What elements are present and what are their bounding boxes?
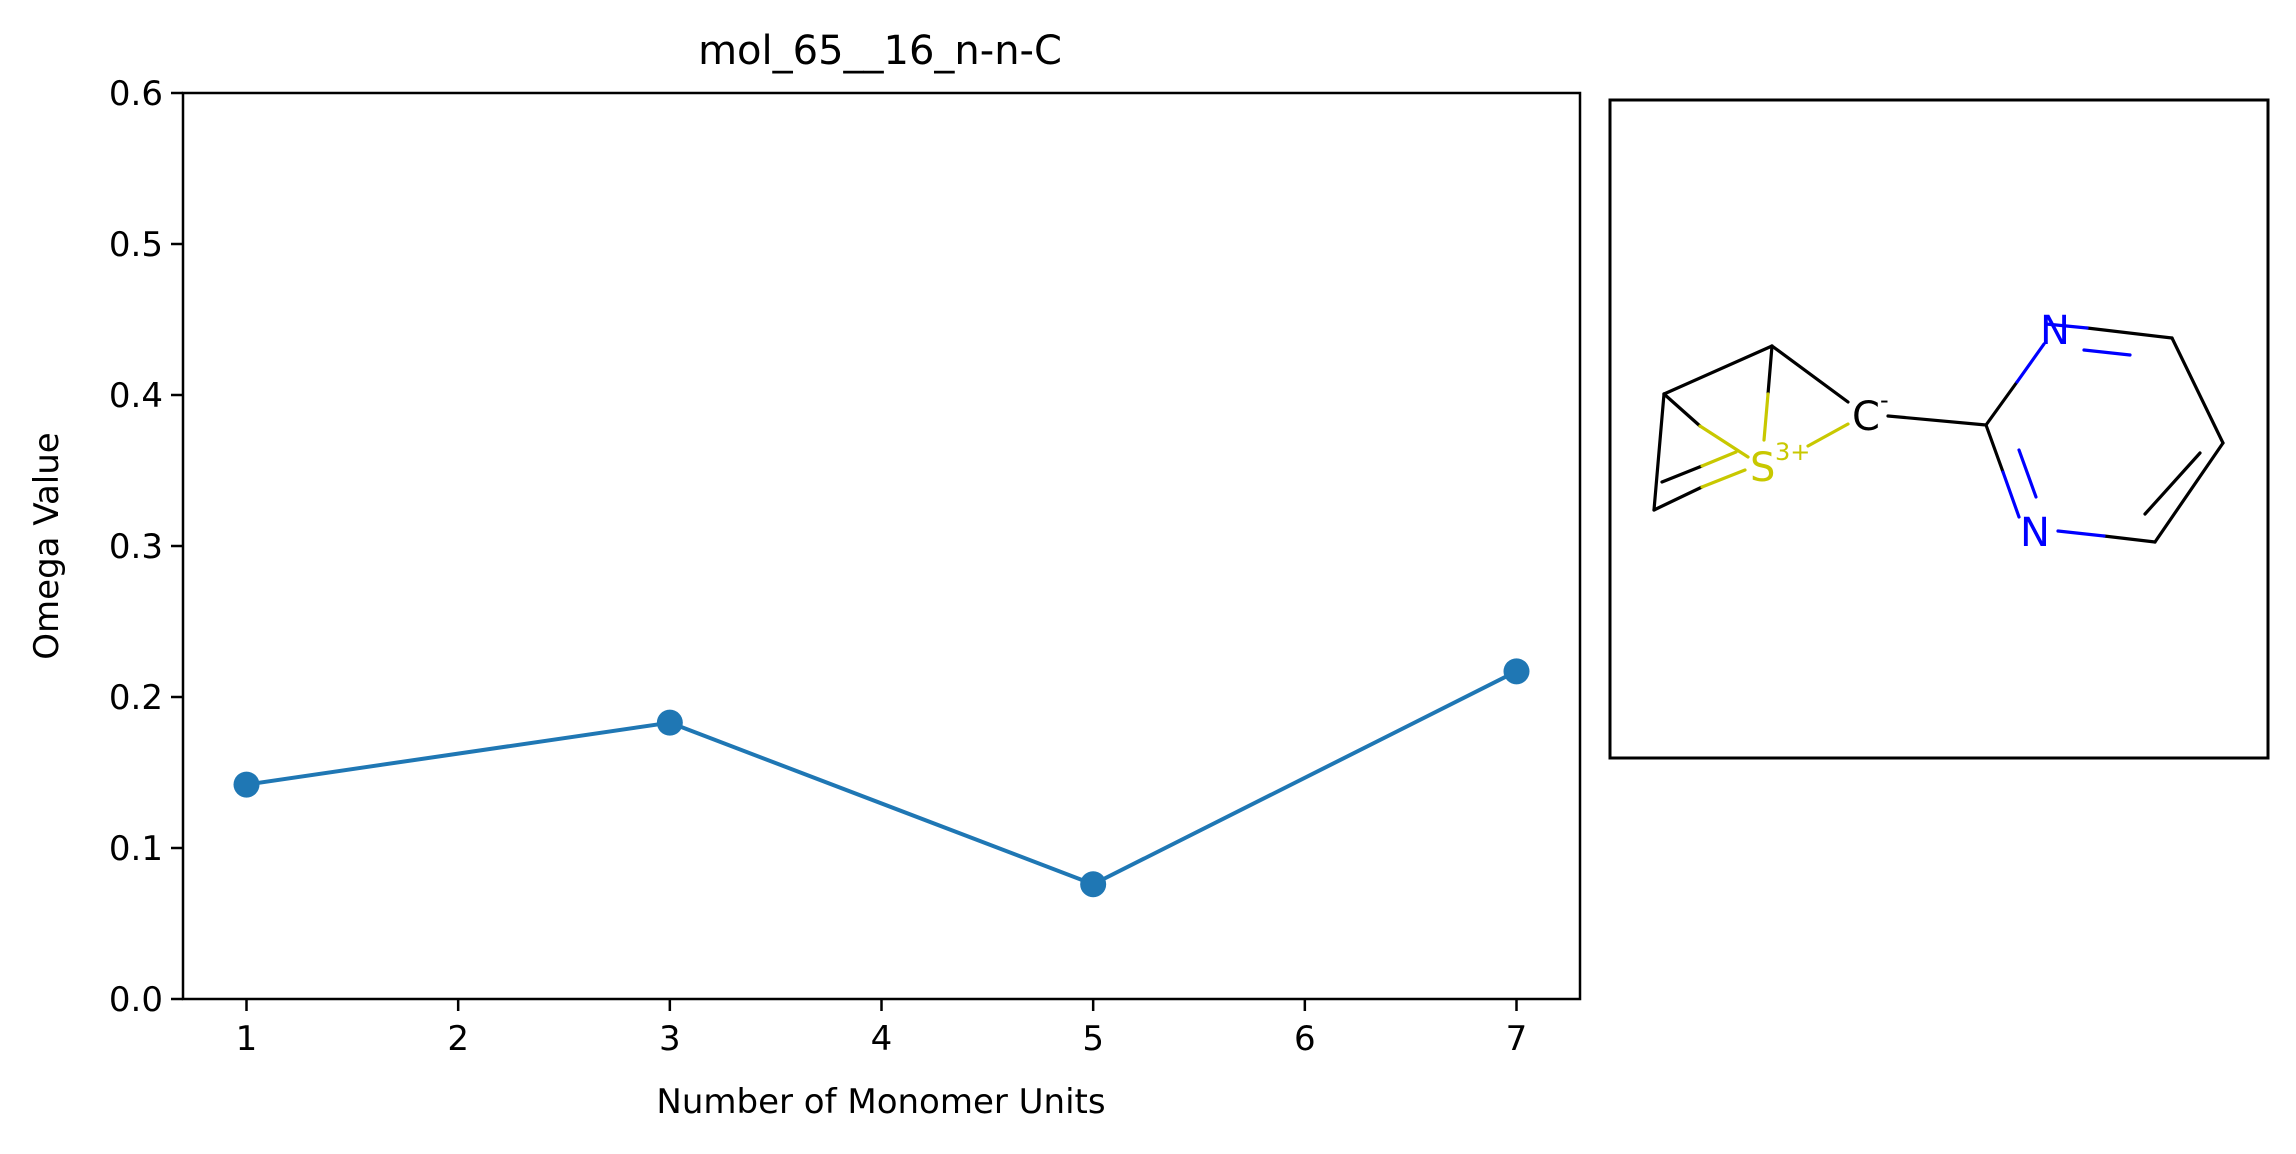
bond — [2044, 322, 2089, 330]
atom-nitrogen-bottom: N — [2020, 510, 2050, 556]
atom-carbanion-charge: - — [1880, 386, 1889, 414]
x-tick-label: 1 — [236, 1019, 258, 1059]
bond — [2085, 326, 2174, 340]
bond — [2017, 448, 2038, 499]
molecule-frame — [1608, 98, 2270, 760]
x-tick-label: 7 — [1506, 1019, 1528, 1059]
x-tick-label: 6 — [1294, 1019, 1316, 1059]
atom-sulfur-charge: 3+ — [1775, 438, 1810, 466]
y-axis-label: Omega Value — [27, 432, 67, 659]
series-layer — [233, 658, 1530, 898]
y-tick-label: 0.0 — [109, 980, 163, 1020]
x-axis-label: Number of Monomer Units — [656, 1082, 1105, 1122]
bond — [2056, 529, 2106, 538]
data-point — [1503, 658, 1530, 685]
bond — [1762, 392, 1770, 442]
series-line — [246, 669, 1518, 887]
bond — [1652, 485, 1704, 512]
nitrogen-bonds — [2001, 322, 2132, 538]
bond — [1698, 424, 1750, 459]
bond — [2001, 470, 2021, 519]
bond — [1806, 422, 1850, 448]
bond — [2015, 342, 2046, 384]
atom-nitrogen-top: N — [2040, 308, 2070, 354]
bond — [2153, 441, 2225, 544]
sulfur-bonds — [1698, 392, 1850, 489]
plot-frame — [181, 91, 1582, 1001]
bond — [1886, 414, 1988, 427]
x-tick-label: 4 — [871, 1019, 893, 1059]
data-point — [233, 771, 260, 798]
x-tick-label: 5 — [1082, 1019, 1104, 1059]
bond — [1766, 344, 1774, 396]
bond — [1700, 468, 1747, 489]
carbon-bonds — [1652, 326, 2225, 544]
atom-carbanion: C — [1852, 394, 1880, 440]
bond — [1652, 392, 1666, 512]
x-tick-label: 2 — [447, 1019, 469, 1059]
data-point — [1080, 871, 1107, 898]
atom-sulfur: S — [1750, 445, 1775, 491]
y-tick-label: 0.4 — [109, 376, 163, 416]
molecule-structure: S 3+ C - N N — [1608, 98, 2270, 760]
bond — [2170, 336, 2225, 445]
bond — [1700, 450, 1738, 468]
bond — [1984, 423, 2005, 474]
bond — [1984, 380, 2019, 427]
bond — [2143, 451, 2202, 516]
x-axis: 1 2 3 4 5 6 7 — [236, 999, 1528, 1059]
bond — [1660, 464, 1704, 484]
bond — [1662, 344, 1774, 396]
x-tick-label: 3 — [659, 1019, 681, 1059]
y-tick-label: 0.2 — [109, 678, 163, 718]
y-tick-label: 0.1 — [109, 829, 163, 869]
bond — [2082, 348, 2132, 357]
y-tick-label: 0.6 — [109, 74, 163, 114]
bond — [1770, 344, 1850, 404]
y-tick-label: 0.3 — [109, 527, 163, 567]
chart-title: mol_65__16_n-n-C — [698, 28, 1062, 74]
y-tick-label: 0.5 — [109, 225, 163, 265]
bond — [1662, 392, 1702, 428]
line-chart: mol_65__16_n-n-C 1 2 3 4 5 6 7 0.0 0.1 0.2 0.3 0.4… — [27, 28, 1582, 1122]
bond — [2102, 534, 2157, 544]
data-point — [656, 709, 683, 736]
y-axis: 0.0 0.1 0.2 0.3 0.4 0.5 0.6 — [109, 74, 183, 1020]
